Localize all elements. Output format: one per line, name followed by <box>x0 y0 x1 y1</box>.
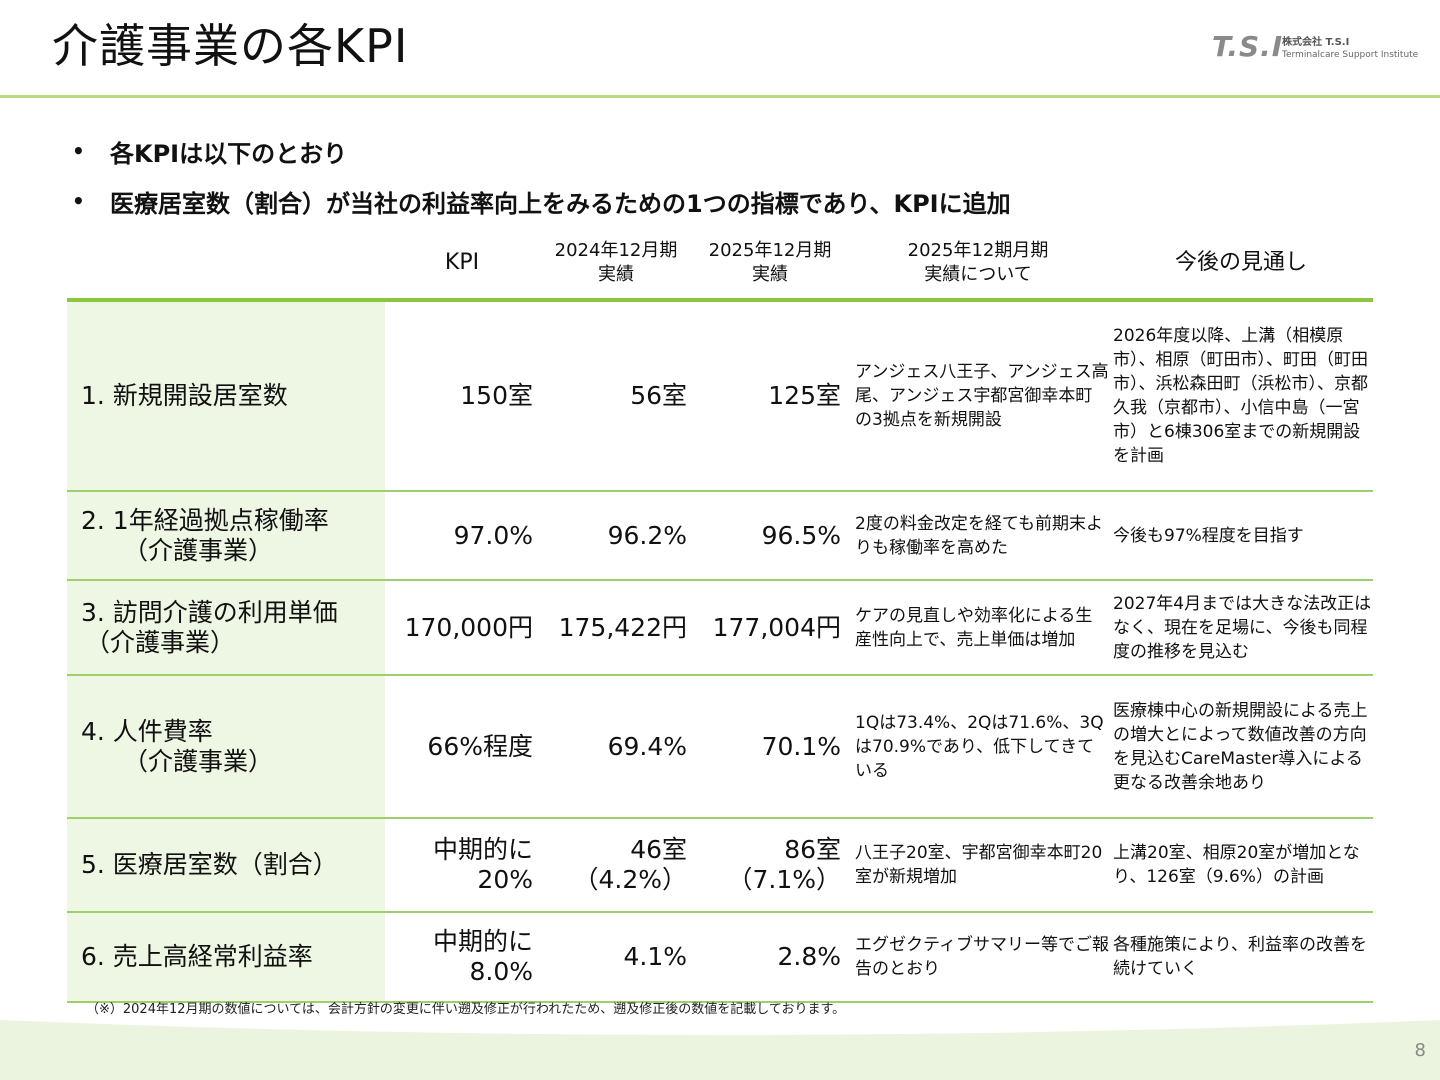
header-outlook: 今後の見通し <box>1174 250 1307 275</box>
outlook-cell: 各種施策により、利益率の改善を続けていく <box>1113 935 1367 979</box>
title-underline <box>0 95 1440 98</box>
fy2024-result-cell: 96.2% <box>607 520 687 550</box>
result-note-cell: エグゼクティブサマリー等でご報告のとおり <box>855 935 1109 979</box>
page-number: 8 <box>1414 1040 1426 1061</box>
fy2025-result-cell: 177,004円 <box>712 612 841 642</box>
table-row: 6. 売上高経常利益率 中期的に 8.0% 4.1% 2.8% エグゼクティブサマリー等で… <box>67 913 1373 1003</box>
kpi-name-cell: 5. 医療居室数（割合） <box>67 819 385 911</box>
fy2025-result-cell: 70.1% <box>761 731 841 761</box>
kpi-target-cell: 170,000円 <box>404 612 533 642</box>
kpi-target-cell: 150室 <box>460 381 533 410</box>
outlook-cell: 今後も97%程度を目指す <box>1113 525 1304 546</box>
fy2024-result-cell: 69.4% <box>607 731 687 761</box>
kpi-target-cell: 66%程度 <box>427 731 533 761</box>
footnote: （※）2024年12月期の数値については、会計方針の変更に伴い遡及修正が行われた… <box>86 1002 846 1017</box>
fy2025-result-cell: 125室 <box>768 381 841 410</box>
header-rule <box>67 298 1373 302</box>
result-note-cell: 八王子20室、宇都宮御幸本町20室が新規増加 <box>855 843 1103 887</box>
bottom-wave-decoration <box>0 1020 1440 1080</box>
result-note-cell: アンジェス八王子、アンジェス高尾、アンジェス宇都宮御幸本町の3拠点を新規開設 <box>855 362 1109 430</box>
bullet-list: • 各KPIは以下のとおり • 医療居室数（割合）が当社の利益率向上をみるための… <box>72 126 1011 226</box>
logo-mark: T.S.I <box>1212 30 1284 63</box>
table-header: KPI 2024年12月期 実績 2025年12月期 実績 2025年12期月期… <box>67 228 1373 298</box>
table-body: 1. 新規開設居室数 150室 56室 125室 アンジェス八王子、アンジェス高尾、アン… <box>67 302 1373 1003</box>
outlook-cell: 医療棟中心の新規開設による売上の増大とによって数値改善の方向を見込むCareMa… <box>1113 700 1368 793</box>
bullet-item: • 医療居室数（割合）が当社の利益率向上をみるための1つの指標であり、KPIに追… <box>72 176 1011 226</box>
fy2025-result-cell: 86室 （7.1%） <box>727 835 841 894</box>
fy2024-result-cell: 175,422円 <box>558 612 687 642</box>
company-logo: T.S.I 株式会社 T.S.I Terminalcare Support In… <box>1212 30 1418 63</box>
header-note: 2025年12期月期 実績について <box>907 240 1049 285</box>
header-fy2024: 2024年12月期 実績 <box>554 240 678 285</box>
header-kpi: KPI <box>444 250 480 275</box>
kpi-name-cell: 6. 売上高経常利益率 <box>67 913 385 1001</box>
logo-company-name: 株式会社 T.S.I <box>1282 37 1350 48</box>
kpi-target-cell: 中期的に 20% <box>432 835 533 894</box>
kpi-name-cell: 2. 1年経過拠点稼働率 （介護事業） <box>67 492 385 579</box>
kpi-target-cell: 97.0% <box>453 520 533 550</box>
table-row: 5. 医療居室数（割合） 中期的に 20% 46室 （4.2%） 86室 （7.1%） 八王子… <box>67 819 1373 913</box>
page-title: 介護事業の各KPI <box>52 19 409 73</box>
result-note-cell: ケアの見直しや効率化による生産性向上で、売上単価は増加 <box>855 605 1093 650</box>
fy2025-result-cell: 2.8% <box>777 942 841 971</box>
kpi-name-cell: 3. 訪問介護の利用単価 （介護事業） <box>67 581 385 674</box>
table-row: 3. 訪問介護の利用単価 （介護事業） 170,000円 175,422円 177,00… <box>67 581 1373 676</box>
fy2025-result-cell: 96.5% <box>761 520 841 550</box>
outlook-cell: 上溝20室、相原20室が増加となり、126室（9.6%）の計画 <box>1113 843 1360 887</box>
outlook-cell: 2026年度以降、上溝（相模原市）、相原（町田市）、町田（町田市）、浜松森田町（… <box>1113 326 1368 466</box>
result-note-cell: 2度の料金改定を経ても前期末よりも稼働率を高めた <box>855 513 1103 558</box>
bullet-item: • 各KPIは以下のとおり <box>72 126 1011 176</box>
table-row: 4. 人件費率 （介護事業） 66%程度 69.4% 70.1% 1Qは73.4%、2Qは… <box>67 676 1373 819</box>
result-note-cell: 1Qは73.4%、2Qは71.6%、3Qは70.9%であり、低下してきている <box>855 712 1104 781</box>
bullet-text: 各KPIは以下のとおり <box>110 139 348 168</box>
kpi-name-cell: 1. 新規開設居室数 <box>67 302 385 490</box>
kpi-name-cell: 4. 人件費率 （介護事業） <box>67 676 385 817</box>
bullet-text: 医療居室数（割合）が当社の利益率向上をみるための1つの指標であり、KPIに追加 <box>110 189 1011 218</box>
table-row: 1. 新規開設居室数 150室 56室 125室 アンジェス八王子、アンジェス高尾、アン… <box>67 302 1373 492</box>
kpi-target-cell: 中期的に 8.0% <box>432 927 533 986</box>
bullet-dot-icon: • <box>72 139 85 163</box>
header-fy2025: 2025年12月期 実績 <box>708 240 832 285</box>
logo-subtitle: Terminalcare Support Institute <box>1282 50 1419 60</box>
fy2024-result-cell: 56室 <box>630 381 687 410</box>
bullet-dot-icon: • <box>72 189 85 213</box>
kpi-table: KPI 2024年12月期 実績 2025年12月期 実績 2025年12期月期… <box>67 228 1373 1003</box>
table-row: 2. 1年経過拠点稼働率 （介護事業） 97.0% 96.2% 96.5% 2度の料金改定… <box>67 492 1373 581</box>
fy2024-result-cell: 46室 （4.2%） <box>573 835 687 894</box>
fy2024-result-cell: 4.1% <box>623 942 687 971</box>
outlook-cell: 2027年4月までは大きな法改正はなく、現在を足場に、今後も同程度の推移を見込む <box>1113 593 1372 662</box>
